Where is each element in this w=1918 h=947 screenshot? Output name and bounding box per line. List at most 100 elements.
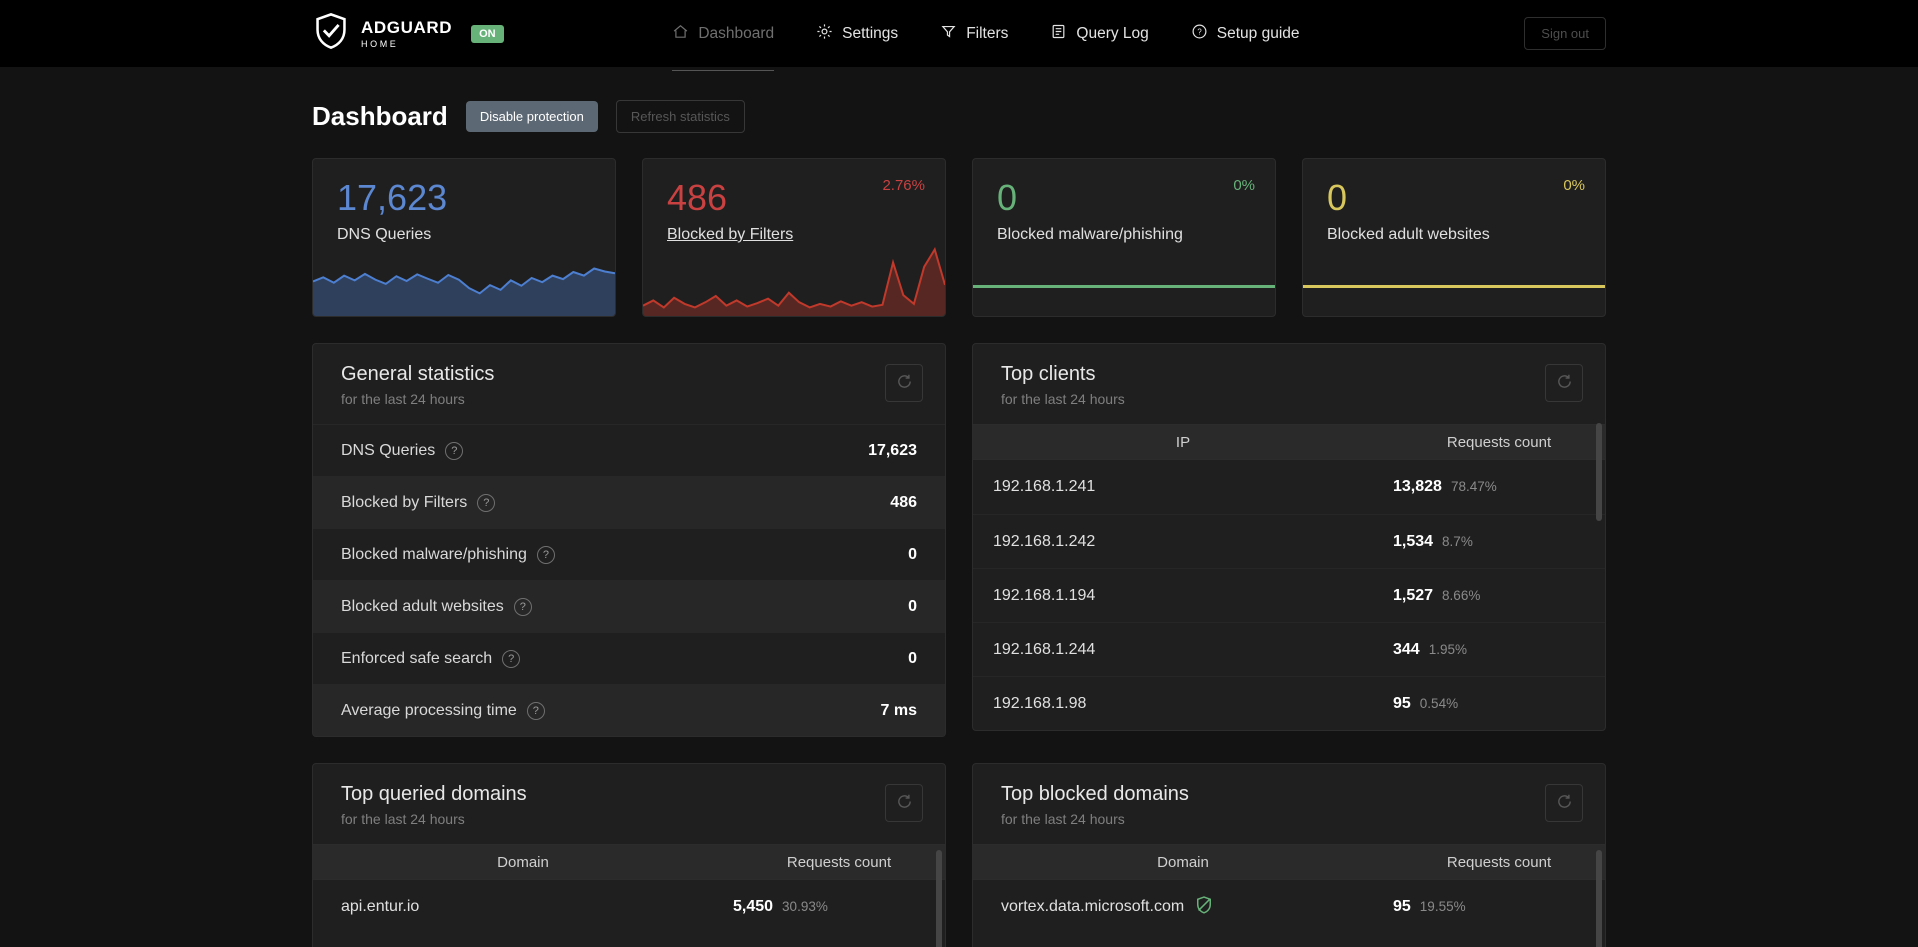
general-statistics-title: General statistics	[341, 363, 495, 385]
general-statistics-panel: General statistics for the last 24 hours…	[312, 343, 946, 737]
refresh-icon	[1556, 793, 1573, 813]
blocked-adult-value: 0	[1327, 177, 1348, 218]
nav-item-setup-guide[interactable]: ? Setup guide	[1191, 0, 1300, 67]
bottom-row: Top queried domains for the last 24 hour…	[312, 763, 1606, 947]
malware-percent: 0%	[1233, 177, 1255, 194]
refresh-top-queried-button[interactable]	[885, 784, 923, 822]
main-content: Dashboard Disable protection Refresh sta…	[312, 100, 1606, 947]
svg-text:?: ?	[1197, 27, 1202, 36]
stat-row: Average processing time? 7 ms	[313, 684, 945, 736]
refresh-icon	[896, 793, 913, 813]
top-blocked-domains-title: Top blocked domains	[1001, 783, 1189, 805]
top-queried-domains-subtitle: for the last 24 hours	[341, 811, 465, 827]
client-ip[interactable]: 192.168.1.241	[993, 478, 1096, 495]
general-statistics-subtitle: for the last 24 hours	[341, 391, 465, 407]
main-nav: Dashboard Settings Filters	[672, 0, 1300, 71]
top-queried-domains-header: Domain Requests count	[313, 844, 945, 880]
stat-card-dns-queries: 17,623 DNS Queries	[312, 158, 616, 317]
refresh-top-clients-button[interactable]	[1545, 364, 1583, 402]
blocked-adult-label: Blocked adult websites	[1327, 226, 1490, 243]
refresh-general-statistics-button[interactable]	[885, 364, 923, 402]
client-row: 192.168.1.241 13,828 78.47%	[993, 478, 1497, 495]
client-row: 192.168.1.98 95 0.54%	[973, 676, 1605, 730]
top-navbar: ADGUARD HOME ON Dashboard Settings	[0, 0, 1918, 71]
client-ip[interactable]: 192.168.1.244	[993, 640, 1096, 658]
domain-name[interactable]: api.entur.io	[341, 898, 420, 915]
help-icon[interactable]: ?	[477, 493, 496, 512]
top-blocked-domains-table: vortex.data.microsoft.com 95 19.55%	[973, 880, 1605, 934]
top-clients-header: IP Requests count	[973, 424, 1605, 460]
dns-queries-label: DNS Queries	[337, 226, 432, 243]
blocked-percent: 2.76%	[882, 177, 925, 194]
adult-zero-sparkline	[1303, 285, 1605, 288]
top-queried-scrollbar[interactable]	[936, 850, 942, 947]
domain-row: vortex.data.microsoft.com 95 19.55%	[973, 880, 1605, 934]
refresh-top-blocked-button[interactable]	[1545, 784, 1583, 822]
adguard-shield-logo-icon	[312, 10, 350, 57]
blocked-by-filters-sparkline	[643, 246, 945, 316]
client-row: 192.168.1.242 1,534 8.7%	[973, 514, 1605, 568]
stat-card-blocked-adult: 0% 0 Blocked adult websites	[1302, 158, 1606, 317]
nav-item-dashboard[interactable]: Dashboard	[672, 0, 774, 71]
middle-row: General statistics for the last 24 hours…	[312, 343, 1606, 737]
sign-out-button[interactable]: Sign out	[1524, 17, 1606, 50]
refresh-icon	[896, 373, 913, 393]
general-statistics-table: DNS Queries? 17,623 Blocked by Filters? …	[313, 424, 945, 736]
help-icon[interactable]: ?	[526, 701, 545, 720]
client-ip[interactable]: 192.168.1.194	[993, 586, 1096, 604]
unblock-shield-icon[interactable]	[1194, 895, 1214, 920]
domain-row: api.entur.io 5,450 30.93%	[341, 898, 828, 915]
page-head: Dashboard Disable protection Refresh sta…	[312, 100, 1606, 133]
top-queried-domains-table: api.entur.io 5,450 30.93%	[313, 880, 945, 934]
client-ip[interactable]: 192.168.1.98	[993, 694, 1087, 712]
help-icon[interactable]: ?	[502, 649, 521, 668]
top-clients-panel: Top clients for the last 24 hours IP Req…	[972, 343, 1606, 731]
dashboard-home-icon	[672, 23, 689, 45]
stat-row: Blocked adult websites? 0	[313, 580, 945, 632]
adult-percent: 0%	[1563, 177, 1585, 194]
top-clients-scrollbar[interactable]	[1596, 423, 1602, 521]
blocked-by-filters-value: 486	[667, 177, 728, 218]
stat-card-blocked-by-filters: 2.76% 486 Blocked by Filters	[642, 158, 946, 317]
client-row: 192.168.1.194 1,527 8.66%	[973, 568, 1605, 622]
filter-funnel-icon	[940, 23, 957, 45]
help-icon[interactable]: ?	[445, 441, 464, 460]
stat-row: DNS Queries? 17,623	[313, 424, 945, 476]
top-queried-domains-panel: Top queried domains for the last 24 hour…	[312, 763, 946, 947]
stat-row: Enforced safe search? 0	[313, 632, 945, 684]
blocked-by-filters-link[interactable]: Blocked by Filters	[667, 226, 794, 243]
stat-card-blocked-malware: 0% 0 Blocked malware/phishing	[972, 158, 1276, 317]
disable-protection-button[interactable]: Disable protection	[465, 101, 598, 132]
top-blocked-domains-header: Domain Requests count	[973, 844, 1605, 880]
help-icon[interactable]: ?	[513, 597, 532, 616]
gear-icon	[816, 23, 833, 45]
nav-item-query-log[interactable]: Query Log	[1050, 0, 1149, 67]
stat-row: Blocked by Filters? 486	[313, 476, 945, 528]
setup-guide-question-icon: ?	[1191, 23, 1208, 45]
domain-name[interactable]: vortex.data.microsoft.com	[1001, 898, 1185, 915]
brand-subname: HOME	[361, 38, 399, 49]
dns-queries-sparkline	[313, 266, 615, 316]
stat-cards-row: 17,623 DNS Queries 2.76% 486 Blocked by …	[312, 158, 1606, 317]
page-title: Dashboard	[312, 101, 448, 131]
brand[interactable]: ADGUARD HOME ON	[312, 10, 504, 57]
refresh-icon	[1556, 373, 1573, 393]
client-ip[interactable]: 192.168.1.242	[993, 532, 1096, 550]
blocked-malware-label: Blocked malware/phishing	[997, 226, 1183, 243]
blocked-malware-value: 0	[997, 177, 1018, 218]
malware-zero-sparkline	[973, 285, 1275, 288]
query-log-icon	[1050, 23, 1067, 45]
help-icon[interactable]: ?	[536, 545, 555, 564]
nav-item-filters[interactable]: Filters	[940, 0, 1008, 67]
top-clients-title: Top clients	[1001, 363, 1096, 385]
protection-status-badge: ON	[471, 24, 504, 43]
stat-row: Blocked malware/phishing? 0	[313, 528, 945, 580]
refresh-statistics-button[interactable]: Refresh statistics	[615, 100, 745, 133]
top-blocked-domains-panel: Top blocked domains for the last 24 hour…	[972, 763, 1606, 947]
top-blocked-scrollbar[interactable]	[1596, 850, 1602, 947]
client-row: 192.168.1.244 344 1.95%	[973, 622, 1605, 676]
top-queried-domains-title: Top queried domains	[341, 783, 527, 805]
nav-item-settings[interactable]: Settings	[816, 0, 898, 67]
top-blocked-domains-subtitle: for the last 24 hours	[1001, 811, 1125, 827]
